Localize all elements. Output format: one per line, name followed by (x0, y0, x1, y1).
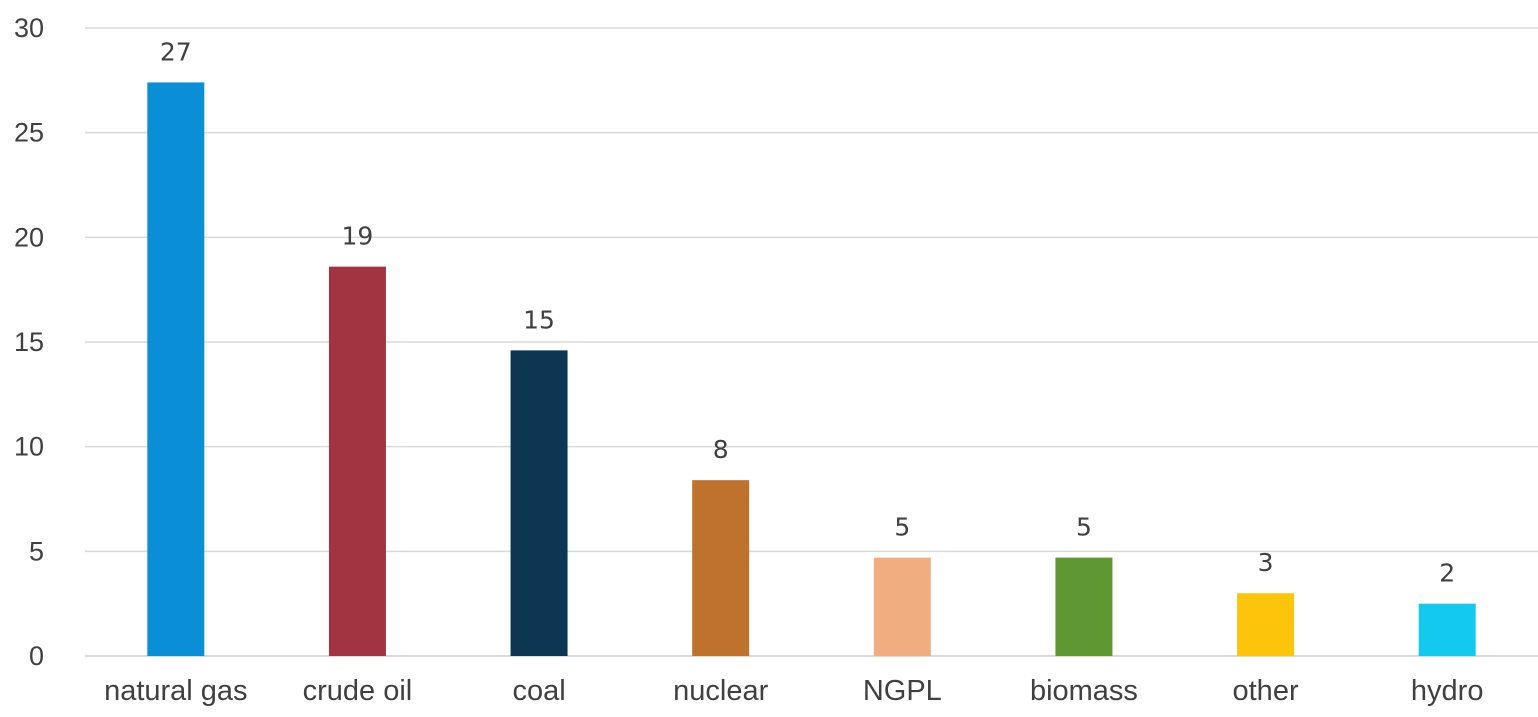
data-label: 8 (713, 435, 729, 464)
y-tick-label: 10 (14, 432, 44, 462)
x-tick-label: nuclear (673, 675, 768, 707)
x-tick-label: NGPL (863, 675, 942, 707)
y-tick-label: 5 (29, 536, 44, 566)
data-label: 19 (342, 222, 374, 251)
y-tick-label: 25 (14, 118, 44, 148)
y-tick-label: 30 (14, 13, 44, 43)
data-label: 15 (523, 305, 555, 334)
data-label: 5 (1076, 513, 1092, 542)
bars (147, 82, 1476, 657)
y-tick-label: 20 (14, 222, 44, 252)
x-axis-tick-labels: natural gas crude oil coal nuclear NGPL bioma… (104, 675, 1483, 707)
bar-coal (510, 350, 568, 656)
y-axis-tick-labels: 0 5 10 15 20 25 30 (14, 13, 44, 671)
bar-natural-gas (147, 82, 205, 657)
data-label: 2 (1439, 559, 1455, 588)
bar-ngpl (873, 557, 931, 656)
x-tick-label: other (1233, 675, 1299, 707)
x-tick-label: crude oil (303, 675, 413, 707)
x-tick-label: coal (512, 675, 565, 707)
data-label: 5 (894, 513, 910, 542)
x-tick-label: natural gas (104, 675, 248, 707)
data-label: 27 (160, 37, 192, 66)
y-tick-label: 0 (29, 641, 44, 671)
gridlines (85, 27, 1538, 657)
bar-nuclear (692, 480, 750, 656)
bar-hydro (1418, 603, 1476, 656)
bar-crude-oil (328, 266, 386, 656)
data-labels: 27 19 15 8 5 5 3 2 (160, 37, 1455, 587)
data-label: 3 (1258, 548, 1274, 577)
y-tick-label: 15 (14, 327, 44, 357)
bar-biomass (1055, 557, 1113, 656)
x-tick-label: biomass (1030, 675, 1138, 707)
bar-other (1237, 593, 1295, 656)
x-tick-label: hydro (1411, 675, 1484, 707)
